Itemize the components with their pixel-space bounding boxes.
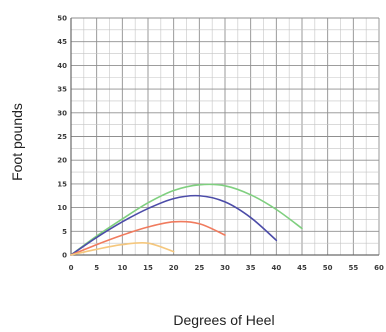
y-tick-label: 30 bbox=[57, 109, 67, 117]
x-tick-label: 30 bbox=[220, 264, 230, 272]
series-line-1 bbox=[70, 183, 303, 256]
x-tick-labels: 0 5 10 15 20 25 30 35 40 45 50 55 60 bbox=[69, 264, 384, 272]
x-axis-title: Degrees of Heel bbox=[173, 312, 274, 328]
x-tick-label: 55 bbox=[348, 264, 358, 272]
x-tick-label: 20 bbox=[169, 264, 179, 272]
x-tick-label: 50 bbox=[323, 264, 333, 272]
grid bbox=[70, 17, 380, 256]
y-tick-label: 15 bbox=[57, 180, 67, 188]
y-tick-label: 20 bbox=[57, 157, 67, 165]
y-tick-label: 40 bbox=[57, 62, 67, 70]
y-tick-label: 10 bbox=[57, 204, 67, 212]
x-tick-label: 25 bbox=[194, 264, 204, 272]
x-tick-label: 60 bbox=[374, 264, 384, 272]
y-tick-label: 5 bbox=[62, 228, 67, 236]
y-tick-label: 45 bbox=[57, 38, 67, 46]
series-lines bbox=[70, 183, 303, 256]
series-line-4 bbox=[70, 241, 175, 256]
y-tick-label: 35 bbox=[57, 86, 67, 94]
y-tick-label: 25 bbox=[57, 133, 67, 141]
series-line-3 bbox=[70, 220, 226, 256]
x-tick-label: 5 bbox=[94, 264, 99, 272]
series-line-2 bbox=[70, 194, 278, 256]
y-tick-label: 50 bbox=[57, 15, 67, 23]
y-tick-labels: 0 5 10 15 20 25 30 35 40 45 50 bbox=[57, 15, 67, 260]
y-tick-label: 0 bbox=[62, 252, 67, 260]
x-tick-label: 35 bbox=[246, 264, 256, 272]
x-tick-label: 45 bbox=[297, 264, 307, 272]
x-tick-label: 0 bbox=[69, 264, 74, 272]
x-tick-label: 10 bbox=[117, 264, 127, 272]
x-tick-label: 15 bbox=[143, 264, 153, 272]
y-axis-title: Foot pounds bbox=[9, 103, 25, 181]
x-tick-label: 40 bbox=[271, 264, 281, 272]
